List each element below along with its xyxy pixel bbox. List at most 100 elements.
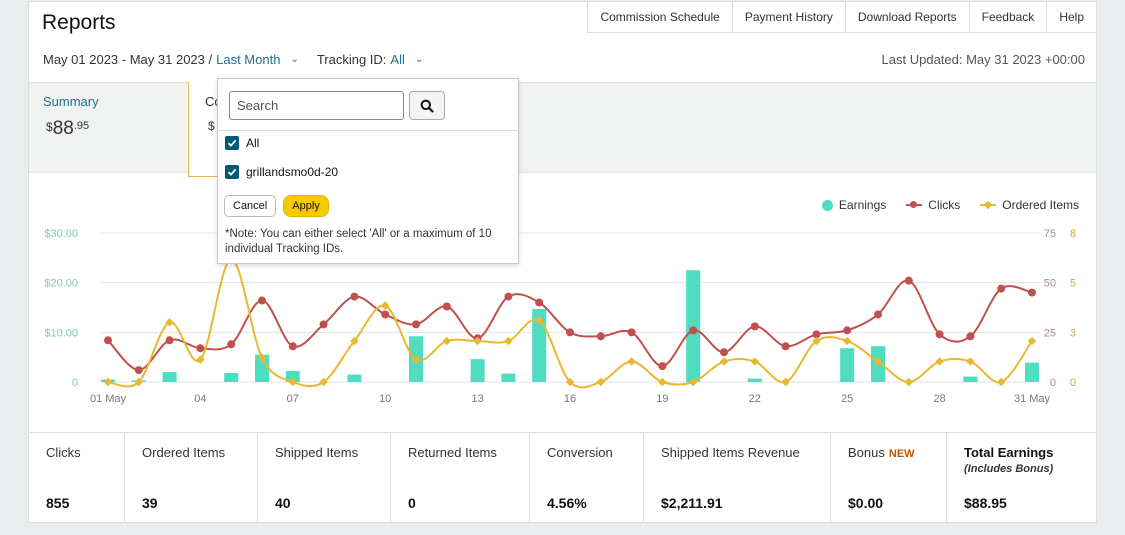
stat-value: 4.56% xyxy=(547,495,587,511)
x-tick-label: 04 xyxy=(194,393,206,405)
check-icon xyxy=(227,139,237,147)
stat-label: Total Earnings xyxy=(964,445,1054,460)
ordered-items-point xyxy=(380,301,390,310)
nav-payment-history[interactable]: Payment History xyxy=(733,2,846,32)
clicks-point xyxy=(165,336,174,345)
check-icon xyxy=(227,168,237,176)
stat-ordered-items: Ordered Items 39 xyxy=(125,433,258,522)
x-tick-label: 13 xyxy=(471,393,483,405)
legend-ordered-items[interactable]: Ordered Items xyxy=(980,198,1079,212)
ordered-items-point xyxy=(504,336,513,346)
page-title: Reports xyxy=(42,11,116,34)
tracking-id-value[interactable]: All xyxy=(390,52,405,67)
chevron-down-icon[interactable]: ⌄ xyxy=(290,54,299,65)
clicks-point xyxy=(227,340,236,349)
clicks-point xyxy=(750,322,759,331)
tracking-note: *Note: You can either select 'All' or a … xyxy=(225,228,492,255)
stat-label: Shipped Items Revenue xyxy=(661,445,800,460)
earnings-bar xyxy=(963,376,978,382)
clicks-point xyxy=(720,348,728,357)
clicks-point xyxy=(781,342,790,351)
search-button[interactable] xyxy=(409,91,445,120)
legend-clicks[interactable]: Clicks xyxy=(906,198,960,212)
stat-returned-items: Returned Items 0 xyxy=(391,433,530,522)
new-badge: NEW xyxy=(888,448,915,460)
x-tick-label: 16 xyxy=(564,393,576,405)
clicks-point xyxy=(319,320,328,329)
ordered-items-point xyxy=(411,355,421,364)
clicks-point xyxy=(627,328,636,337)
legend-earnings[interactable]: Earnings xyxy=(821,198,887,212)
clicks-point xyxy=(350,292,359,301)
earnings-bar xyxy=(470,359,485,382)
nav-commission-schedule[interactable]: Commission Schedule xyxy=(588,2,733,32)
tracking-id-dropdown: All grillandsmo0d-20 Cancel Apply *Note:… xyxy=(217,78,519,264)
earnings-bar xyxy=(224,373,239,382)
ordered-items-point xyxy=(350,336,359,346)
ordered-items-point xyxy=(658,377,667,387)
tracking-search xyxy=(229,91,445,120)
apply-button[interactable]: Apply xyxy=(283,195,329,217)
clicks-point xyxy=(812,330,821,339)
checkbox-checked[interactable] xyxy=(225,136,239,150)
earnings-swatch xyxy=(821,199,833,211)
clicks-point xyxy=(504,292,513,301)
nav-help[interactable]: Help xyxy=(1047,2,1097,32)
ordered-items-point xyxy=(288,377,298,387)
clicks-point xyxy=(689,326,698,335)
clicks-point xyxy=(596,332,605,341)
period-dropdown[interactable]: Last Month xyxy=(216,52,281,67)
earnings-bar xyxy=(255,354,269,382)
earnings-bar xyxy=(840,348,855,382)
y-mid-tick-label: 25 xyxy=(1044,327,1056,339)
y-mid-tick-label: 50 xyxy=(1044,278,1056,290)
nav-download-reports[interactable]: Download Reports xyxy=(846,2,970,32)
ordered-items-point xyxy=(196,355,205,364)
search-input[interactable] xyxy=(229,91,404,120)
x-tick-label: 28 xyxy=(933,393,945,405)
option-tracking-id[interactable]: grillandsmo0d-20 xyxy=(225,165,338,179)
y-left-tick-label: 0 xyxy=(72,377,78,389)
clicks-line xyxy=(107,279,1033,372)
option-label: All xyxy=(246,136,260,150)
clicks-point xyxy=(104,336,112,345)
stat-shipped-revenue: Shipped Items Revenue $2,211.91 xyxy=(644,433,831,522)
option-all[interactable]: All xyxy=(225,136,259,150)
earnings-bar xyxy=(686,270,701,382)
summary-amount-cents: .95 xyxy=(73,120,90,132)
stat-label: Bonus NEW xyxy=(848,445,946,460)
summary-amount: $88.95 xyxy=(46,118,90,139)
clicks-point xyxy=(1028,288,1036,297)
earnings-bar xyxy=(347,374,362,382)
stats-bar: Clicks 855 Ordered Items 39 Shipped Item… xyxy=(29,432,1096,522)
clicks-point xyxy=(566,328,574,337)
legend-earnings-label: Earnings xyxy=(838,198,887,212)
clicks-point xyxy=(843,326,852,335)
nav-feedback[interactable]: Feedback xyxy=(970,2,1048,32)
earnings-bar xyxy=(747,378,762,382)
clicks-swatch xyxy=(906,201,923,209)
x-tick-label: 01 May xyxy=(90,393,127,405)
ordered-items-swatch xyxy=(980,201,997,209)
legend-ordered-label: Ordered Items xyxy=(1002,198,1079,212)
clicks-point xyxy=(935,330,944,339)
clicks-point xyxy=(381,310,390,319)
earnings-bar xyxy=(532,308,547,382)
checkbox-checked[interactable] xyxy=(225,165,239,179)
y-left-tick-label: $10.00 xyxy=(44,327,78,339)
stat-label: Returned Items xyxy=(408,445,497,460)
ordered-items-point xyxy=(596,377,606,387)
stat-value: $88.95 xyxy=(964,495,1007,511)
tab-summary[interactable]: Summary xyxy=(43,94,99,109)
stat-value: 855 xyxy=(46,495,70,511)
ordered-items-point xyxy=(473,336,482,346)
clicks-point xyxy=(874,310,882,319)
y-mid-tick-label: 0 xyxy=(1050,377,1056,389)
filter-bar: May 01 2023 - May 31 2023 / Last Month ⌄… xyxy=(43,52,423,67)
ordered-items-point xyxy=(688,377,698,387)
chart-legend: Earnings Clicks Ordered Items xyxy=(802,198,1079,212)
ordered-items-point xyxy=(103,377,113,387)
tracking-id-label[interactable]: Tracking ID: xyxy=(316,52,387,67)
chevron-down-icon[interactable]: ⌄ xyxy=(414,54,424,65)
cancel-button[interactable]: Cancel xyxy=(224,195,277,217)
